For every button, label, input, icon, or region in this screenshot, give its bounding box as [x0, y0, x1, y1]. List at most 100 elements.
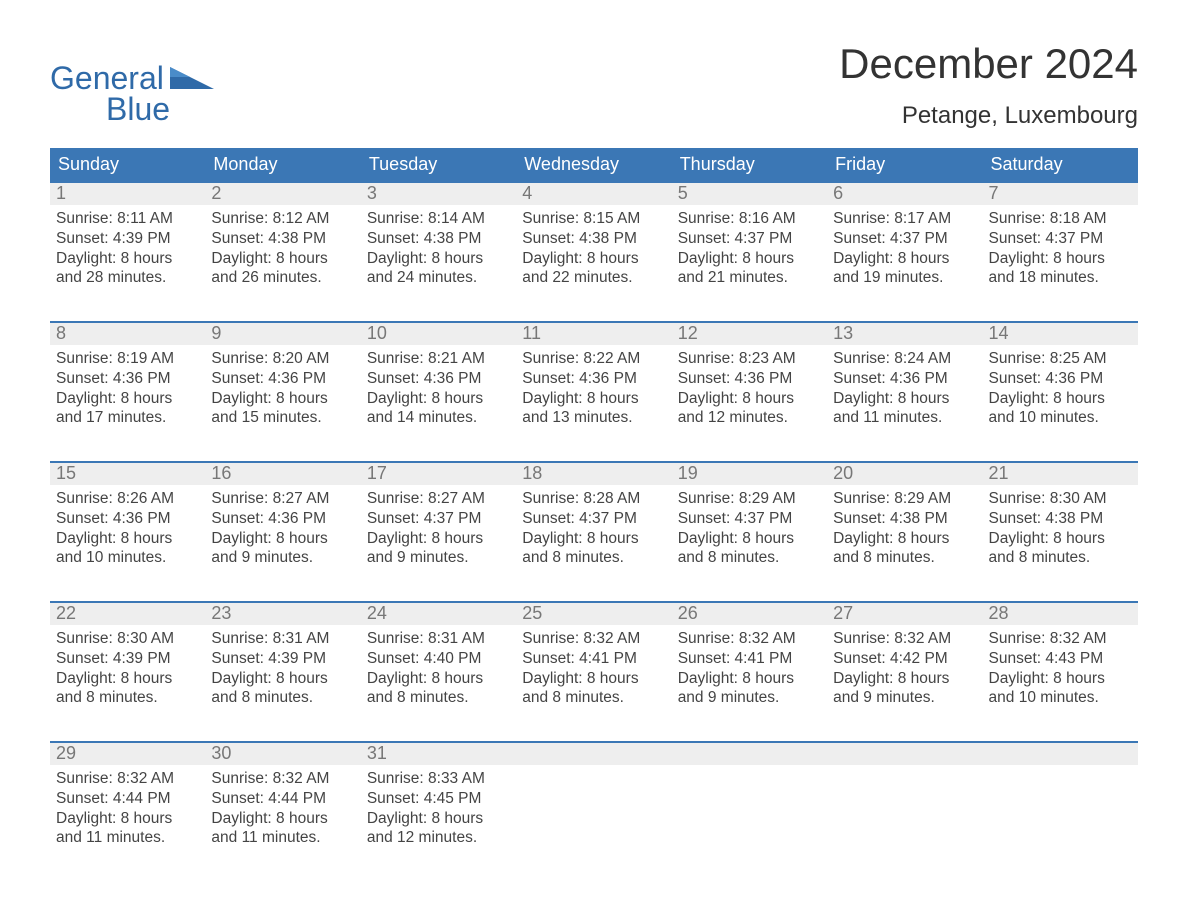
day-details: Sunrise: 8:14 AMSunset: 4:38 PMDaylight:… [361, 205, 516, 292]
day-number: 23 [205, 603, 360, 625]
day-details: Sunrise: 8:16 AM Sunset: 4:37 PM Daylight:… [672, 205, 827, 292]
calendar-day: 22Sunrise: 8:30 AMSunset: 4:39 PMDayligh… [50, 603, 205, 723]
day-details: Sunrise: 8:31 AMSunset: 4:39 PMDaylight:… [205, 625, 360, 712]
calendar-day: 2Sunrise: 8:12 AMSunset: 4:38 PMDaylight… [205, 183, 360, 303]
sunset-line: Sunset: 4:36 PM [56, 510, 171, 527]
calendar-day: 28Sunrise: 8:32 AMSunset: 4:43 PMDayligh… [983, 603, 1138, 723]
page-title: December 2024 [839, 40, 1138, 88]
sunrise-line: Sunrise: 8:32 AM [989, 630, 1107, 647]
day-details: Sunrise: 8:30 AMSunset: 4:39 PMDaylight:… [50, 625, 205, 712]
day-details: Sunrise: 8:23 AMSunset: 4:36 PMDaylight:… [672, 345, 827, 432]
daylight-line: Daylight: 8 hoursand 9 minutes. [833, 670, 949, 707]
day-details: Sunrise: 8:19 AMSunset: 4:36 PMDaylight:… [50, 345, 205, 432]
daylight-line: Daylight: 8 hoursand 8 minutes. [678, 530, 794, 567]
sunset-line: Sunset: 4:39 PM [211, 650, 326, 667]
daylight-line: Daylight: 8 hoursand 24 minutes. [367, 250, 483, 287]
calendar-day: 9Sunrise: 8:20 AMSunset: 4:36 PMDaylight… [205, 323, 360, 443]
calendar-day: 19 Sunrise: 8:29 AM Sunset: 4:37 PM Dayligh… [672, 463, 827, 583]
sunrise-line: Sunrise: 8:27 AM [367, 490, 485, 507]
day-number: 31 [361, 743, 516, 765]
sunrise-line: Sunrise: 8:16 AM [678, 210, 796, 227]
day-number: 28 [983, 603, 1138, 625]
day-number [516, 743, 671, 765]
calendar-day: 13Sunrise: 8:24 AMSunset: 4:36 PMDayligh… [827, 323, 982, 443]
day-number [827, 743, 982, 765]
sunset-line: Sunset: 4:39 PM [56, 650, 171, 667]
sunset-line: Sunset: 4:36 PM [211, 510, 326, 527]
day-details: Sunrise: 8:15 AMSunset: 4:38 PMDaylight:… [516, 205, 671, 292]
calendar-day: 10Sunrise: 8:21 AMSunset: 4:36 PMDayligh… [361, 323, 516, 443]
day-details: Sunrise: 8:30 AMSunset: 4:38 PMDaylight:… [983, 485, 1138, 572]
daylight-line: Daylight: 8 hoursand 19 minutes. [833, 250, 949, 287]
day-number: 26 [672, 603, 827, 625]
day-number: 30 [205, 743, 360, 765]
daylight-line: Daylight: 8 hoursand 9 minutes. [678, 670, 794, 707]
day-number: 21 [983, 463, 1138, 485]
daylight-line: Daylight: 8 hoursand 21 minutes. [678, 250, 794, 287]
location-subtitle: Petange, Luxembourg [839, 102, 1138, 130]
sunset-line: Sunset: 4:36 PM [833, 370, 948, 387]
daylight-line: Daylight: 8 hoursand 17 minutes. [56, 390, 172, 427]
sunset-line: Sunset: 4:43 PM [989, 650, 1104, 667]
sunrise-line: Sunrise: 8:32 AM [56, 770, 174, 787]
day-number: 9 [205, 323, 360, 345]
sunrise-line: Sunrise: 8:32 AM [678, 630, 796, 647]
daylight-line: Daylight: 8 hoursand 13 minutes. [522, 390, 638, 427]
day-number: 4 [516, 183, 671, 205]
calendar-week: 8Sunrise: 8:19 AMSunset: 4:36 PMDaylight… [50, 321, 1138, 443]
calendar-week: 1Sunrise: 8:11 AMSunset: 4:39 PMDaylight… [50, 181, 1138, 303]
daylight-line: Daylight: 8 hoursand 8 minutes. [522, 530, 638, 567]
day-number: 13 [827, 323, 982, 345]
calendar-day [827, 743, 982, 863]
sunrise-line: Sunrise: 8:30 AM [56, 630, 174, 647]
day-details: Sunrise: 8:29 AM Sunset: 4:37 PM Daylight:… [672, 485, 827, 572]
day-details: Sunrise: 8:24 AMSunset: 4:36 PMDaylight:… [827, 345, 982, 432]
calendar-day: 30Sunrise: 8:32 AMSunset: 4:44 PMDayligh… [205, 743, 360, 863]
day-number: 19 [672, 463, 827, 485]
sunset-line: Sunset: 4:38 PM [833, 510, 948, 527]
day-number: 6 [827, 183, 982, 205]
sunrise-line: Sunrise: 8:30 AM [989, 490, 1107, 507]
day-details: Sunrise: 8:25 AMSunset: 4:36 PMDaylight:… [983, 345, 1138, 432]
calendar: SundayMondayTuesdayWednesdayThursdayFrid… [50, 148, 1138, 863]
calendar-week: 29Sunrise: 8:32 AMSunset: 4:44 PMDayligh… [50, 741, 1138, 863]
day-number: 8 [50, 323, 205, 345]
day-number: 15 [50, 463, 205, 485]
day-number: 11 [516, 323, 671, 345]
day-number: 20 [827, 463, 982, 485]
weekday-header: Tuesday [361, 148, 516, 181]
sunset-line: Sunset: 4:37 PM [678, 510, 793, 527]
day-details: Sunrise: 8:32 AMSunset: 4:44 PMDaylight:… [50, 765, 205, 852]
weekday-header: Sunday [50, 148, 205, 181]
day-number [672, 743, 827, 765]
day-number: 22 [50, 603, 205, 625]
day-details: Sunrise: 8:20 AMSunset: 4:36 PMDaylight:… [205, 345, 360, 432]
weekday-header: Monday [205, 148, 360, 181]
sunrise-line: Sunrise: 8:29 AM [678, 490, 796, 507]
calendar-day: 29Sunrise: 8:32 AMSunset: 4:44 PMDayligh… [50, 743, 205, 863]
day-number: 5 [672, 183, 827, 205]
day-details: Sunrise: 8:32 AMSunset: 4:41 PMDaylight:… [672, 625, 827, 712]
calendar-day [516, 743, 671, 863]
calendar-day [672, 743, 827, 863]
sunrise-line: Sunrise: 8:27 AM [211, 490, 329, 507]
sunset-line: Sunset: 4:36 PM [56, 370, 171, 387]
day-details: Sunrise: 8:27 AMSunset: 4:37 PMDaylight:… [361, 485, 516, 572]
day-details: Sunrise: 8:26 AMSunset: 4:36 PMDaylight:… [50, 485, 205, 572]
daylight-line: Daylight: 8 hoursand 10 minutes. [56, 530, 172, 567]
day-details [983, 765, 1138, 773]
day-number [983, 743, 1138, 765]
daylight-line: Daylight: 8 hoursand 9 minutes. [211, 530, 327, 567]
sunset-line: Sunset: 4:40 PM [367, 650, 482, 667]
sunset-line: Sunset: 4:37 PM [678, 230, 793, 247]
day-details: Sunrise: 8:27 AM Sunset: 4:36 PM Daylight:… [205, 485, 360, 572]
daylight-line: Daylight: 8 hoursand 11 minutes. [211, 810, 327, 847]
calendar-day: 21Sunrise: 8:30 AMSunset: 4:38 PMDayligh… [983, 463, 1138, 583]
calendar-week: 22 Sunrise: 8:30 AM Sunset: 4:39 PM Dayligh… [50, 601, 1138, 723]
sunset-line: Sunset: 4:42 PM [833, 650, 948, 667]
day-details: Sunrise: 8:21 AMSunset: 4:36 PMDaylight:… [361, 345, 516, 432]
calendar-day: 1Sunrise: 8:11 AMSunset: 4:39 PMDaylight… [50, 183, 205, 303]
day-details [672, 765, 827, 773]
calendar-day: 7Sunrise: 8:18 AMSunset: 4:37 PMDaylight… [983, 183, 1138, 303]
day-number: 27 [827, 603, 982, 625]
